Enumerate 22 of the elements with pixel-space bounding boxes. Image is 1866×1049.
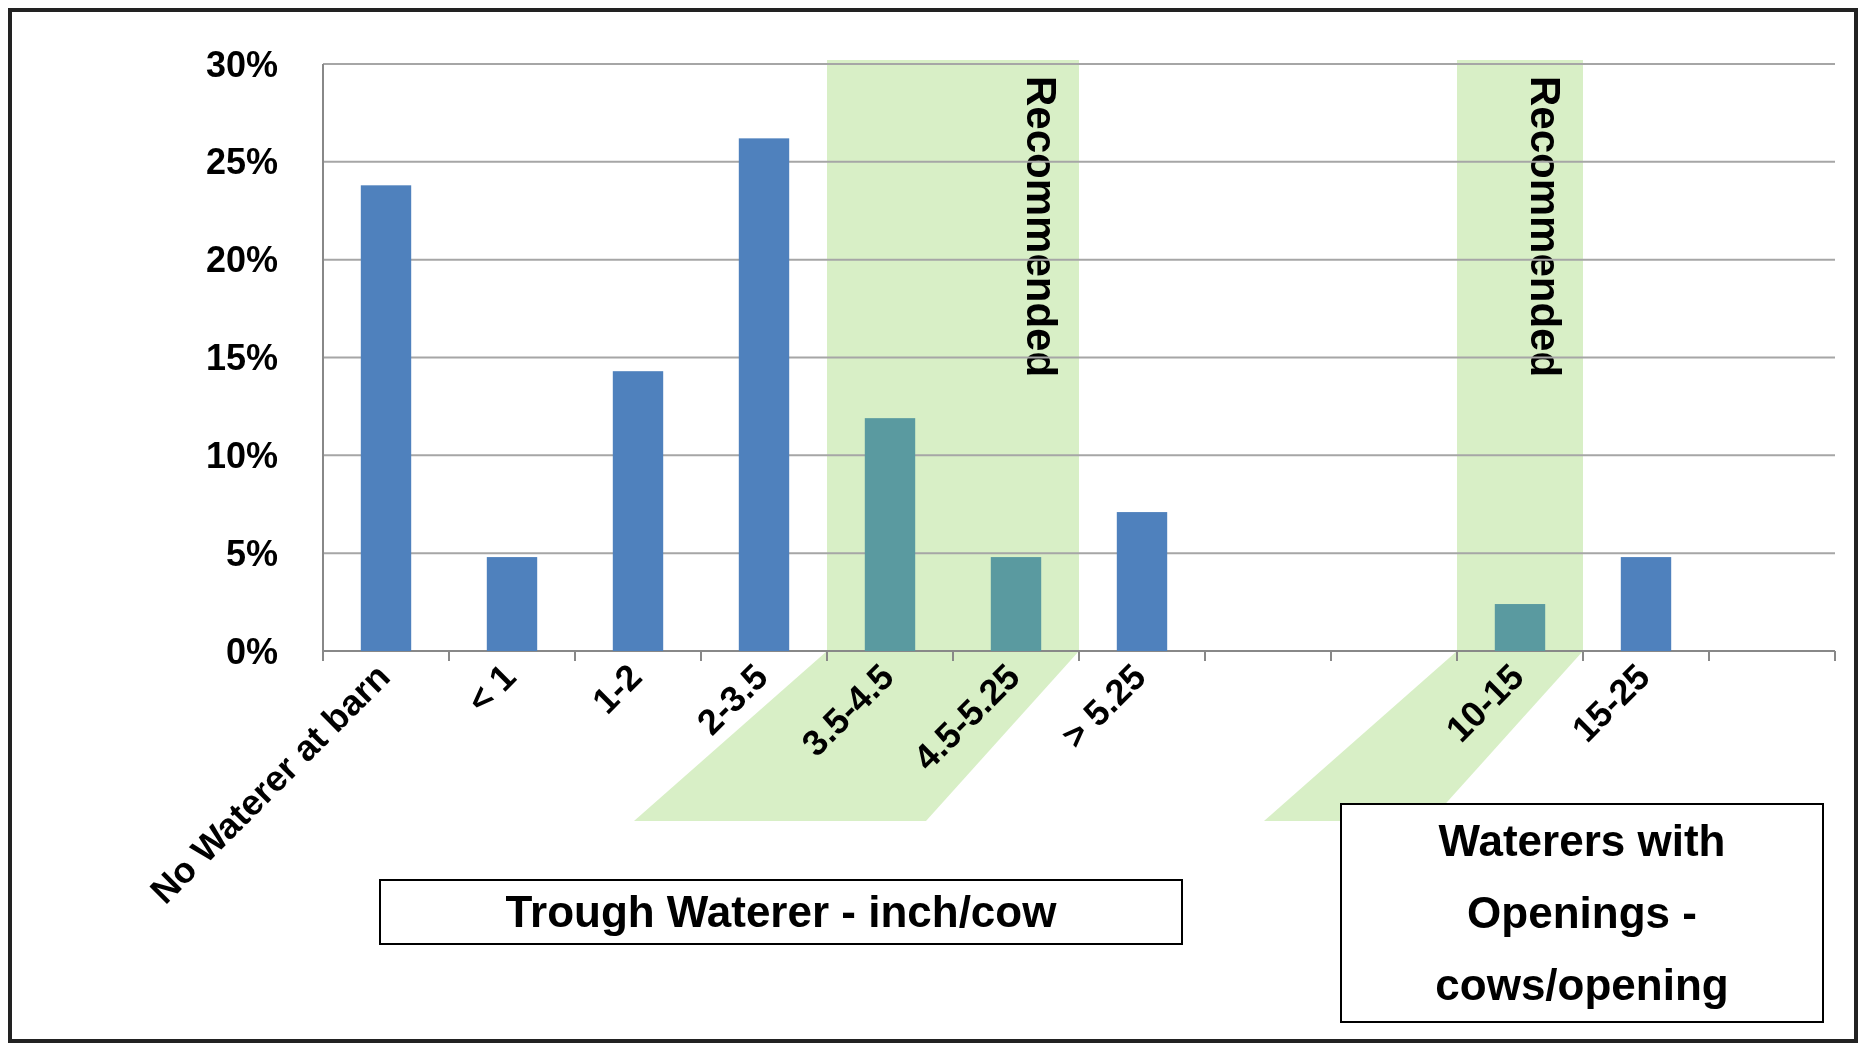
- bar: [612, 371, 664, 651]
- bar: [864, 418, 916, 651]
- band-label: Recommended: [1018, 76, 1065, 378]
- y-tick-label: 5%: [225, 532, 278, 574]
- y-tick-label: 20%: [205, 239, 278, 281]
- bar: [738, 138, 790, 651]
- bar: [1116, 512, 1168, 651]
- y-tick-label: 10%: [205, 434, 278, 476]
- x-tick-label: < 1: [458, 655, 524, 721]
- y-tick-label: 30%: [205, 43, 278, 85]
- y-tick-label: 25%: [205, 141, 278, 183]
- band-label: Recommended: [1522, 76, 1569, 378]
- bar: [360, 185, 412, 651]
- text: Waterers with Openings - cows/opening: [1435, 816, 1729, 1009]
- bar: [990, 557, 1042, 651]
- x-tick-label: 1-2: [583, 655, 650, 722]
- y-tick-label: 0%: [225, 630, 278, 672]
- bar: [486, 557, 538, 651]
- text: Trough Waterer - inch/cow: [505, 887, 1058, 937]
- y-tick-label: 15%: [205, 337, 278, 379]
- bar: [1620, 557, 1672, 651]
- bar: [1494, 604, 1546, 651]
